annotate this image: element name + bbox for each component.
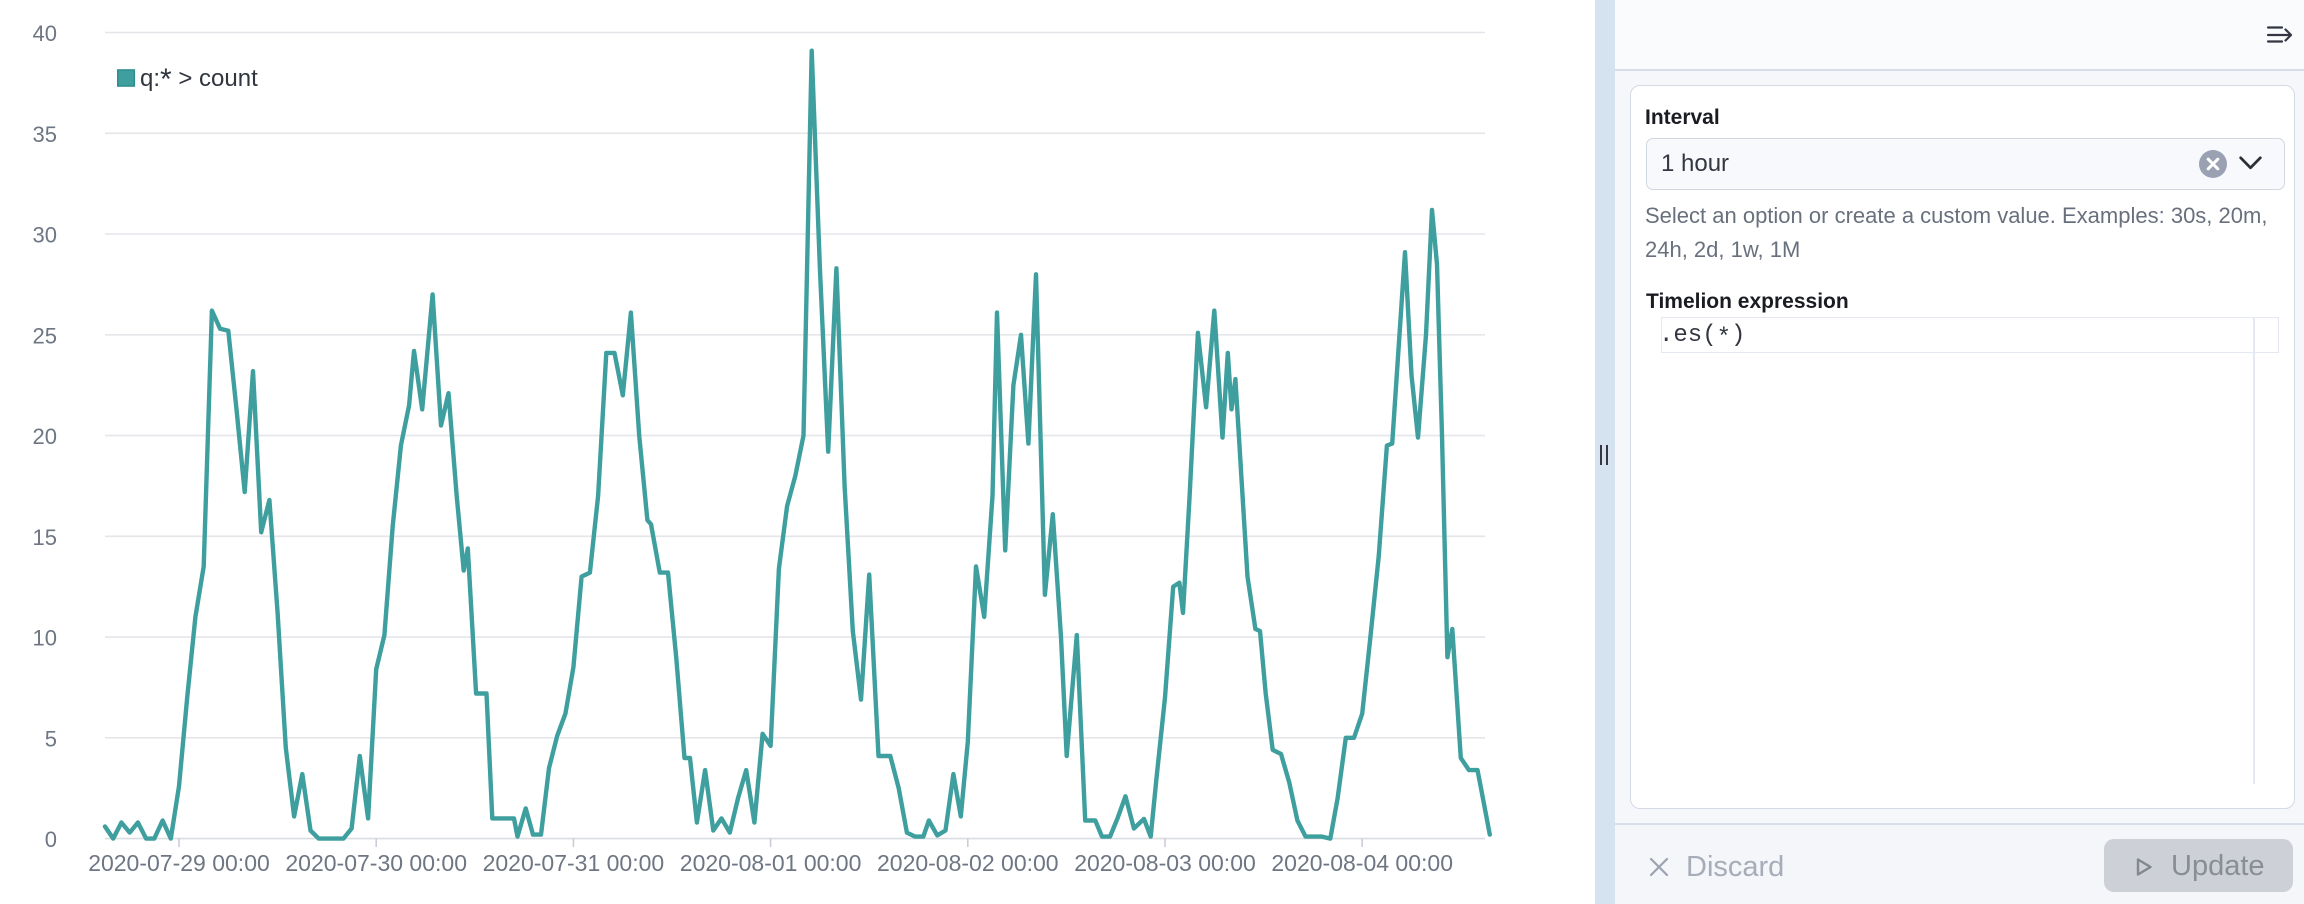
svg-text:2020-07-31 00:00: 2020-07-31 00:00 bbox=[483, 850, 665, 876]
svg-text:2020-08-01 00:00: 2020-08-01 00:00 bbox=[680, 850, 862, 876]
svg-text:40: 40 bbox=[33, 21, 57, 46]
svg-text:2020-07-29 00:00: 2020-07-29 00:00 bbox=[88, 850, 270, 876]
svg-text:15: 15 bbox=[33, 525, 57, 550]
svg-text:q:* > count: q:* > count bbox=[140, 63, 258, 96]
svg-text:35: 35 bbox=[33, 122, 57, 147]
svg-text:2020-08-03 00:00: 2020-08-03 00:00 bbox=[1074, 850, 1256, 876]
svg-text:0: 0 bbox=[45, 827, 57, 852]
svg-text:10: 10 bbox=[33, 626, 57, 651]
svg-text:30: 30 bbox=[33, 223, 57, 248]
svg-text:2020-07-30 00:00: 2020-07-30 00:00 bbox=[285, 850, 467, 876]
svg-text:5: 5 bbox=[45, 726, 57, 751]
svg-text:20: 20 bbox=[33, 424, 57, 449]
svg-text:2020-08-04 00:00: 2020-08-04 00:00 bbox=[1271, 850, 1453, 876]
svg-text:25: 25 bbox=[33, 323, 57, 348]
svg-text:2020-08-02 00:00: 2020-08-02 00:00 bbox=[877, 850, 1059, 876]
